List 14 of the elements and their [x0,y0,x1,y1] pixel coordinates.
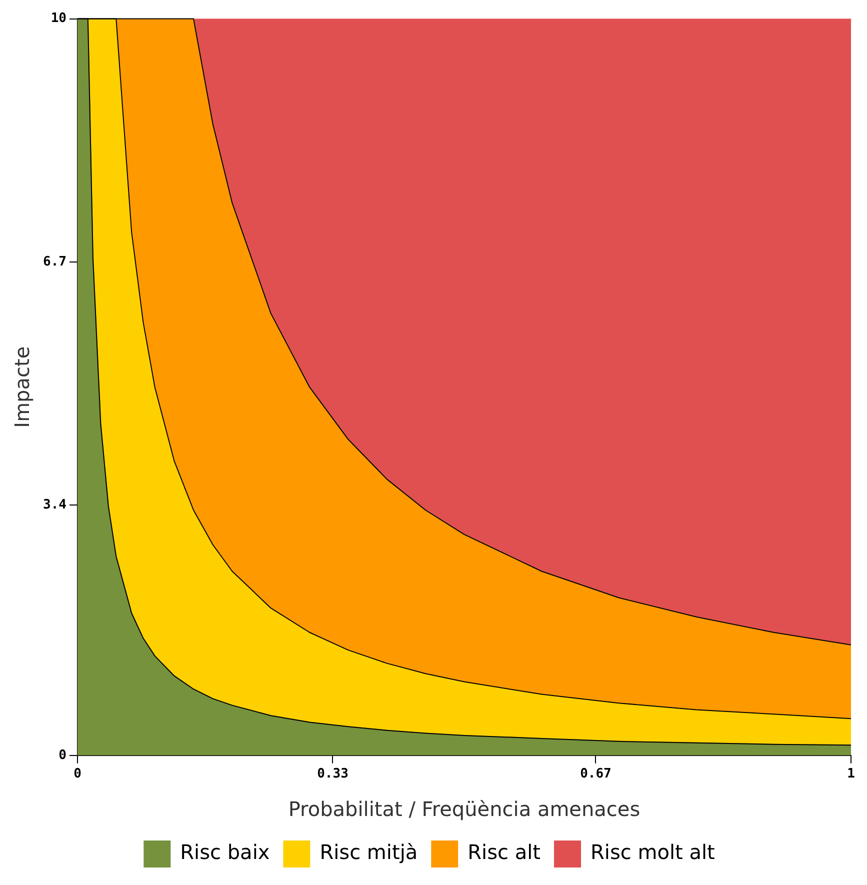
y-axis-title: Impacte [10,346,34,428]
y-tick-label: 3.4 [42,497,67,512]
legend-label: Risc mitjà [320,840,418,864]
legend-label: Risc alt [468,840,541,864]
x-tick-label: 0 [74,766,82,782]
legend-label: Risc molt alt [590,840,716,864]
y-tick-label: 6.7 [42,254,66,270]
y-tick-label: 0 [58,748,67,763]
x-tick-label: 0.33 [317,766,348,782]
x-axis-title: Probabilitat / Freqüència amenaces [288,797,640,822]
x-tick-label: 0.67 [580,766,612,782]
legend-label: Risc baix [180,840,270,864]
y-tick-label: 10 [50,11,67,26]
x-tick-label: 1 [847,766,856,782]
